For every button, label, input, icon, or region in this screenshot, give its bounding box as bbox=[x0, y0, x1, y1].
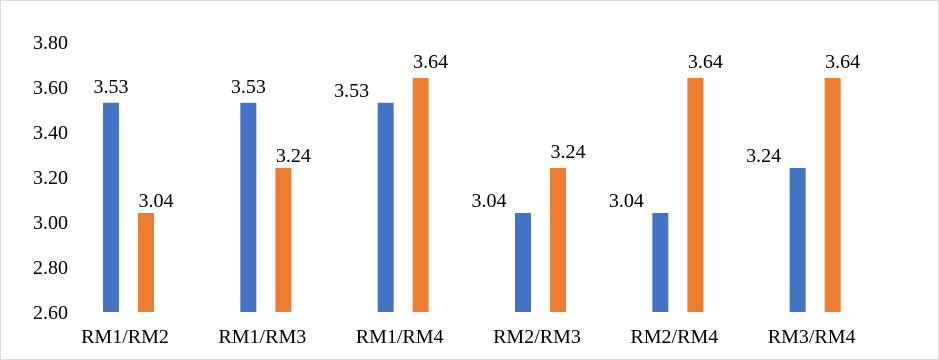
bar-series-1-rm1-rm2 bbox=[103, 102, 119, 312]
data-label: 3.04 bbox=[139, 190, 174, 212]
bar-series-2-rm3-rm4 bbox=[824, 78, 841, 312]
y-tick-label: 3.60 bbox=[33, 77, 68, 99]
bar-series-1-rm2-rm3 bbox=[515, 213, 531, 312]
x-axis: RM1/RM2 RM1/RM3 RM1/RM4 RM2/RM3 RM2/RM4 RM3/R… bbox=[81, 326, 855, 348]
bar-series-1-rm3-rm4 bbox=[789, 168, 806, 312]
bar-series-1-rm1-rm3 bbox=[240, 102, 257, 312]
y-tick-label: 2.80 bbox=[33, 257, 68, 279]
data-label: 3.64 bbox=[688, 51, 723, 73]
data-label: 3.04 bbox=[472, 190, 507, 212]
data-label: 3.24 bbox=[276, 145, 311, 167]
data-label: 3.04 bbox=[609, 190, 644, 212]
y-tick-label: 3.80 bbox=[33, 32, 68, 54]
bar-series-2-rm1-rm2 bbox=[138, 213, 154, 312]
x-tick-label: RM1/RM4 bbox=[356, 326, 444, 348]
data-label: 3.24 bbox=[746, 145, 781, 167]
x-tick-label: RM3/RM4 bbox=[768, 326, 856, 348]
bar-series-2-rm2-rm4 bbox=[687, 78, 704, 312]
data-label: 3.24 bbox=[551, 141, 586, 163]
x-tick-label: RM1/RM3 bbox=[218, 326, 306, 348]
y-tick-label: 3.40 bbox=[33, 122, 68, 144]
data-label: 3.53 bbox=[231, 76, 266, 98]
bar-series-2-rm1-rm4 bbox=[412, 78, 429, 312]
y-tick-label: 3.20 bbox=[33, 167, 68, 189]
bar-series-1-rm2-rm4 bbox=[652, 213, 669, 312]
data-label: 3.64 bbox=[413, 51, 448, 73]
x-tick-label: RM2/RM3 bbox=[493, 326, 581, 348]
bars bbox=[103, 78, 841, 312]
y-tick-label: 2.60 bbox=[33, 302, 68, 324]
data-label: 3.64 bbox=[825, 51, 860, 73]
data-label: 3.53 bbox=[334, 80, 369, 102]
data-labels: 3.53 3.04 3.53 3.24 3.53 3.64 3.04 3.24 3.04 3.64… bbox=[94, 51, 861, 212]
y-tick-label: 3.00 bbox=[33, 212, 68, 234]
bar-series-1-rm1-rm4 bbox=[377, 102, 394, 312]
y-axis: 2.60 2.80 3.00 3.20 3.40 3.60 3.80 bbox=[33, 32, 68, 324]
x-tick-label: RM1/RM2 bbox=[81, 326, 169, 348]
bar-series-2-rm1-rm3 bbox=[275, 168, 292, 312]
bar-series-2-rm2-rm3 bbox=[550, 168, 566, 312]
data-label: 3.53 bbox=[94, 76, 129, 98]
x-tick-label: RM2/RM4 bbox=[630, 326, 718, 348]
